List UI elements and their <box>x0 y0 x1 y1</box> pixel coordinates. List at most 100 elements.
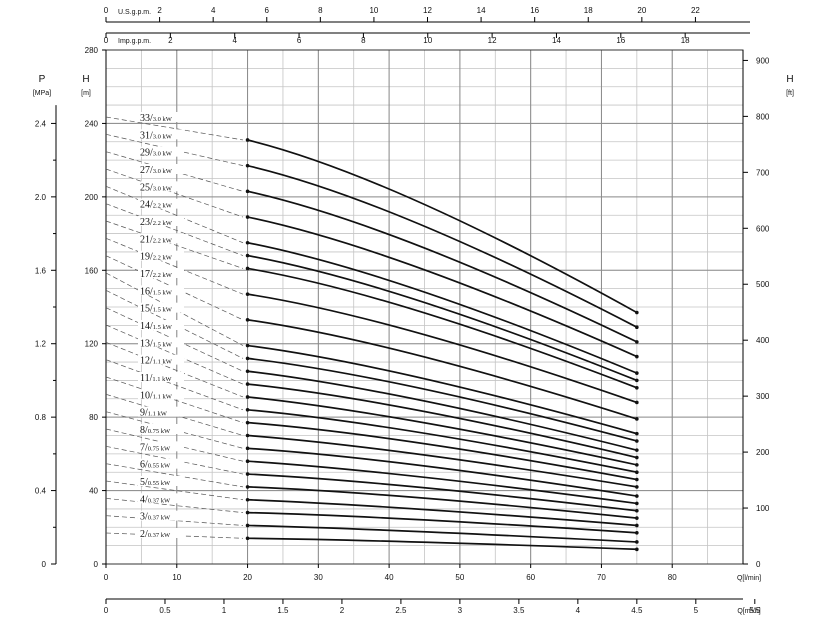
curve-label: 33/3.0 kW <box>140 113 173 124</box>
curve-label-bg <box>138 372 184 382</box>
curve-label: 4/0.37 kW <box>140 494 171 505</box>
curve-label: 23/2.2 kW <box>140 217 173 228</box>
p-tick-label: 0 <box>42 560 47 569</box>
curve-end-point <box>635 455 639 460</box>
curve-end-point <box>635 530 639 535</box>
curve-27 <box>247 216 638 358</box>
curve-end-point <box>635 485 639 489</box>
curve-leader-line <box>105 168 244 218</box>
curve-leader-line <box>105 238 244 295</box>
curve-end-point <box>635 470 639 475</box>
curve-14 <box>247 383 638 459</box>
curve-start-point <box>245 343 250 348</box>
curve-start-point <box>245 433 250 438</box>
impgpm-tick-label: 14 <box>552 36 561 45</box>
ft-tick-label: 400 <box>756 336 770 345</box>
curve-label: 12/1.1 kW <box>140 356 173 367</box>
curve-start-point <box>245 446 250 451</box>
p-tick-label: 1.2 <box>35 340 47 349</box>
curve-31 <box>247 164 638 328</box>
impgpm-tick-label: 10 <box>423 36 432 45</box>
curve-label-bg <box>138 528 184 538</box>
curve-start-point <box>245 189 250 194</box>
curve-end-point <box>635 400 639 405</box>
curve-6 <box>247 486 637 519</box>
q-m3h-tick-label: 4 <box>576 606 581 615</box>
curve-label: 25/3.0 kW <box>140 182 173 193</box>
curve-label-bg <box>138 510 184 521</box>
curve-label: 27/3.0 kW <box>140 165 173 176</box>
ft-tick-label: 900 <box>756 56 770 65</box>
usgpm-tick-label: 2 <box>157 6 162 15</box>
curve-end-point <box>635 523 639 528</box>
q-lmin-tick-label: 40 <box>385 573 394 582</box>
curve-leader-line <box>105 342 244 398</box>
h-axis-title: H <box>82 74 89 85</box>
curve-start-point <box>245 266 250 271</box>
p-axis-title: P <box>39 74 46 85</box>
curve-label: 9/1.1 kW <box>140 408 168 419</box>
curve-label: 10/1.1 kW <box>140 390 173 401</box>
curve-end-point <box>635 463 639 467</box>
usgpm-tick-label: 20 <box>637 6 646 15</box>
usgpm-tick-label: 8 <box>318 6 323 15</box>
impgpm-tick-label: 18 <box>681 36 690 45</box>
h-tick-label: 40 <box>89 487 98 496</box>
curve-29 <box>247 190 638 343</box>
curve-end-point <box>635 501 639 506</box>
ft-tick-label: 200 <box>756 448 770 457</box>
curve-label: 7/0.75 kW <box>140 442 171 453</box>
curve-label-bg <box>138 146 184 157</box>
curve-label: 24/2.2 kW <box>140 200 173 211</box>
curve-start-point <box>245 356 250 361</box>
curve-leader-line <box>105 324 244 385</box>
curve-label-bg <box>138 493 184 504</box>
curve-label-bg <box>138 164 184 174</box>
curve-leader-line <box>105 116 244 141</box>
curve-label-bg <box>138 458 184 469</box>
h-tick-label: 120 <box>85 340 99 349</box>
impgpm-tick-label: 6 <box>297 36 302 45</box>
usgpm-tick-label: 6 <box>265 6 270 15</box>
curve-label: 6/0.55 kW <box>140 460 171 471</box>
curve-leader-line <box>105 445 244 475</box>
curve-2 <box>247 537 637 551</box>
usgpm-tick-label: 12 <box>423 6 432 15</box>
ft-tick-label: 800 <box>756 112 770 121</box>
grid <box>105 49 744 565</box>
curve-5 <box>247 498 637 527</box>
p-axis-unit: [MPa] <box>33 90 51 97</box>
impgpm-tick-label: 0 <box>104 36 109 45</box>
curve-leader-line <box>105 463 244 488</box>
curves <box>245 138 639 552</box>
curve-leader-line <box>105 497 244 513</box>
q-lmin-tick-label: 80 <box>668 573 677 582</box>
curve-end-point <box>635 325 639 329</box>
curve-label-bg <box>138 233 184 244</box>
curve-label: 15/1.5 kW <box>140 304 173 315</box>
curve-start-point <box>245 369 250 374</box>
q-m3h-tick-label: 4.5 <box>631 606 643 615</box>
curve-start-point <box>245 497 250 502</box>
curve-3 <box>247 524 637 543</box>
usgpm-tick-label: 16 <box>530 6 539 15</box>
curve-leader-line <box>105 272 244 346</box>
curve-end-point <box>635 371 639 375</box>
curve-label-bg <box>138 354 184 365</box>
curve-leader-line <box>105 186 244 244</box>
ft-tick-label: 700 <box>756 168 770 177</box>
curve-end-point <box>635 354 639 359</box>
curve-end-point <box>635 340 639 344</box>
curve-start-point <box>245 523 250 528</box>
curve-leader-line <box>105 220 244 269</box>
curve-label: 17/2.2 kW <box>140 269 173 280</box>
curve-start-point <box>245 485 250 489</box>
curve-10 <box>247 434 637 488</box>
curve-start-point <box>245 292 250 296</box>
curve-leader-line <box>105 203 244 256</box>
curve-end-point <box>635 508 639 513</box>
h-right-axis-title: H <box>786 74 793 85</box>
h-tick-label: 160 <box>85 266 99 275</box>
curve-start-point <box>245 253 250 258</box>
curve-label-bg <box>138 441 184 452</box>
